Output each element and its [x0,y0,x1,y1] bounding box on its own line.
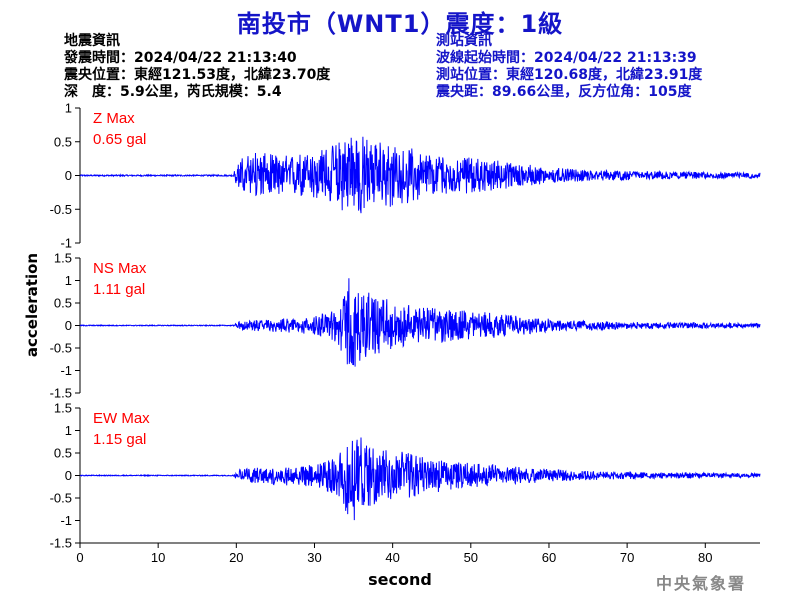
max-label: Z Max [93,110,135,127]
station-info-panel: 測站資訊 波線起始時間：2024/04/22 21:13:39 測站位置：東經1… [436,33,702,101]
quake-info-panel: 地震資訊 發震時間：2024/04/22 21:13:40 震央位置：東經121… [64,33,330,101]
y-tick-label: 0 [65,318,72,333]
agency-watermark: 中央氣象署 [656,574,747,593]
y-tick-label: -0.5 [50,341,72,356]
max-label: NS Max [93,260,147,277]
y-tick-label: 1.5 [54,401,72,416]
station-info-heading: 測站資訊 [436,33,492,49]
x-tick-label: 40 [385,550,399,565]
epicentral-distance: 震央距：89.66公里，反方位角：105度 [436,84,692,100]
x-tick-label: 80 [698,550,712,565]
max-label: EW Max [93,410,150,427]
y-tick-label: 1 [65,423,72,438]
y-tick-label: -1.5 [50,536,72,551]
waveform-ns [79,278,761,367]
x-tick-label: 10 [151,550,165,565]
y-tick-label: 1.5 [54,251,72,266]
x-tick-label: 30 [307,550,321,565]
max-value: 1.15 gal [93,431,146,448]
y-tick-label: 1 [65,101,72,116]
quake-origin-time: 發震時間：2024/04/22 21:13:40 [64,50,297,66]
y-tick-label: 0.5 [54,134,72,149]
waveform-z [79,136,761,214]
max-value: 0.65 gal [93,131,146,148]
y-axis-label: acceleration [23,252,41,358]
y-tick-label: 0.5 [54,296,72,311]
x-tick-label: 70 [620,550,634,565]
x-tick-label: 0 [76,550,83,565]
y-tick-label: -1 [60,513,72,528]
quake-epicenter: 震央位置：東經121.53度，北緯23.70度 [64,67,331,83]
station-position: 測站位置：東經120.68度，北緯23.91度 [436,67,703,83]
wave-start-time: 波線起始時間：2024/04/22 21:13:39 [436,50,697,66]
max-value: 1.11 gal [93,281,145,298]
y-tick-label: 0 [65,468,72,483]
waveform-ew [79,437,761,521]
y-tick-label: 0.5 [54,446,72,461]
y-tick-label: -1.5 [50,386,72,401]
x-tick-label: 60 [542,550,556,565]
page-title: 南投市（WNT1）震度：1級 [236,10,564,38]
x-tick-label: 20 [229,550,243,565]
quake-info-heading: 地震資訊 [64,33,120,49]
y-tick-label: -0.5 [50,491,72,506]
x-tick-label: 50 [464,550,478,565]
y-tick-label: 1 [65,273,72,288]
x-axis-label: second [368,570,432,589]
y-tick-label: -1 [60,363,72,378]
quake-depth-magnitude: 深 度：5.9公里，芮氏規模：5.4 [64,84,282,100]
y-tick-label: -0.5 [50,202,72,217]
y-tick-label: -1 [60,236,72,251]
y-tick-label: 0 [65,168,72,183]
